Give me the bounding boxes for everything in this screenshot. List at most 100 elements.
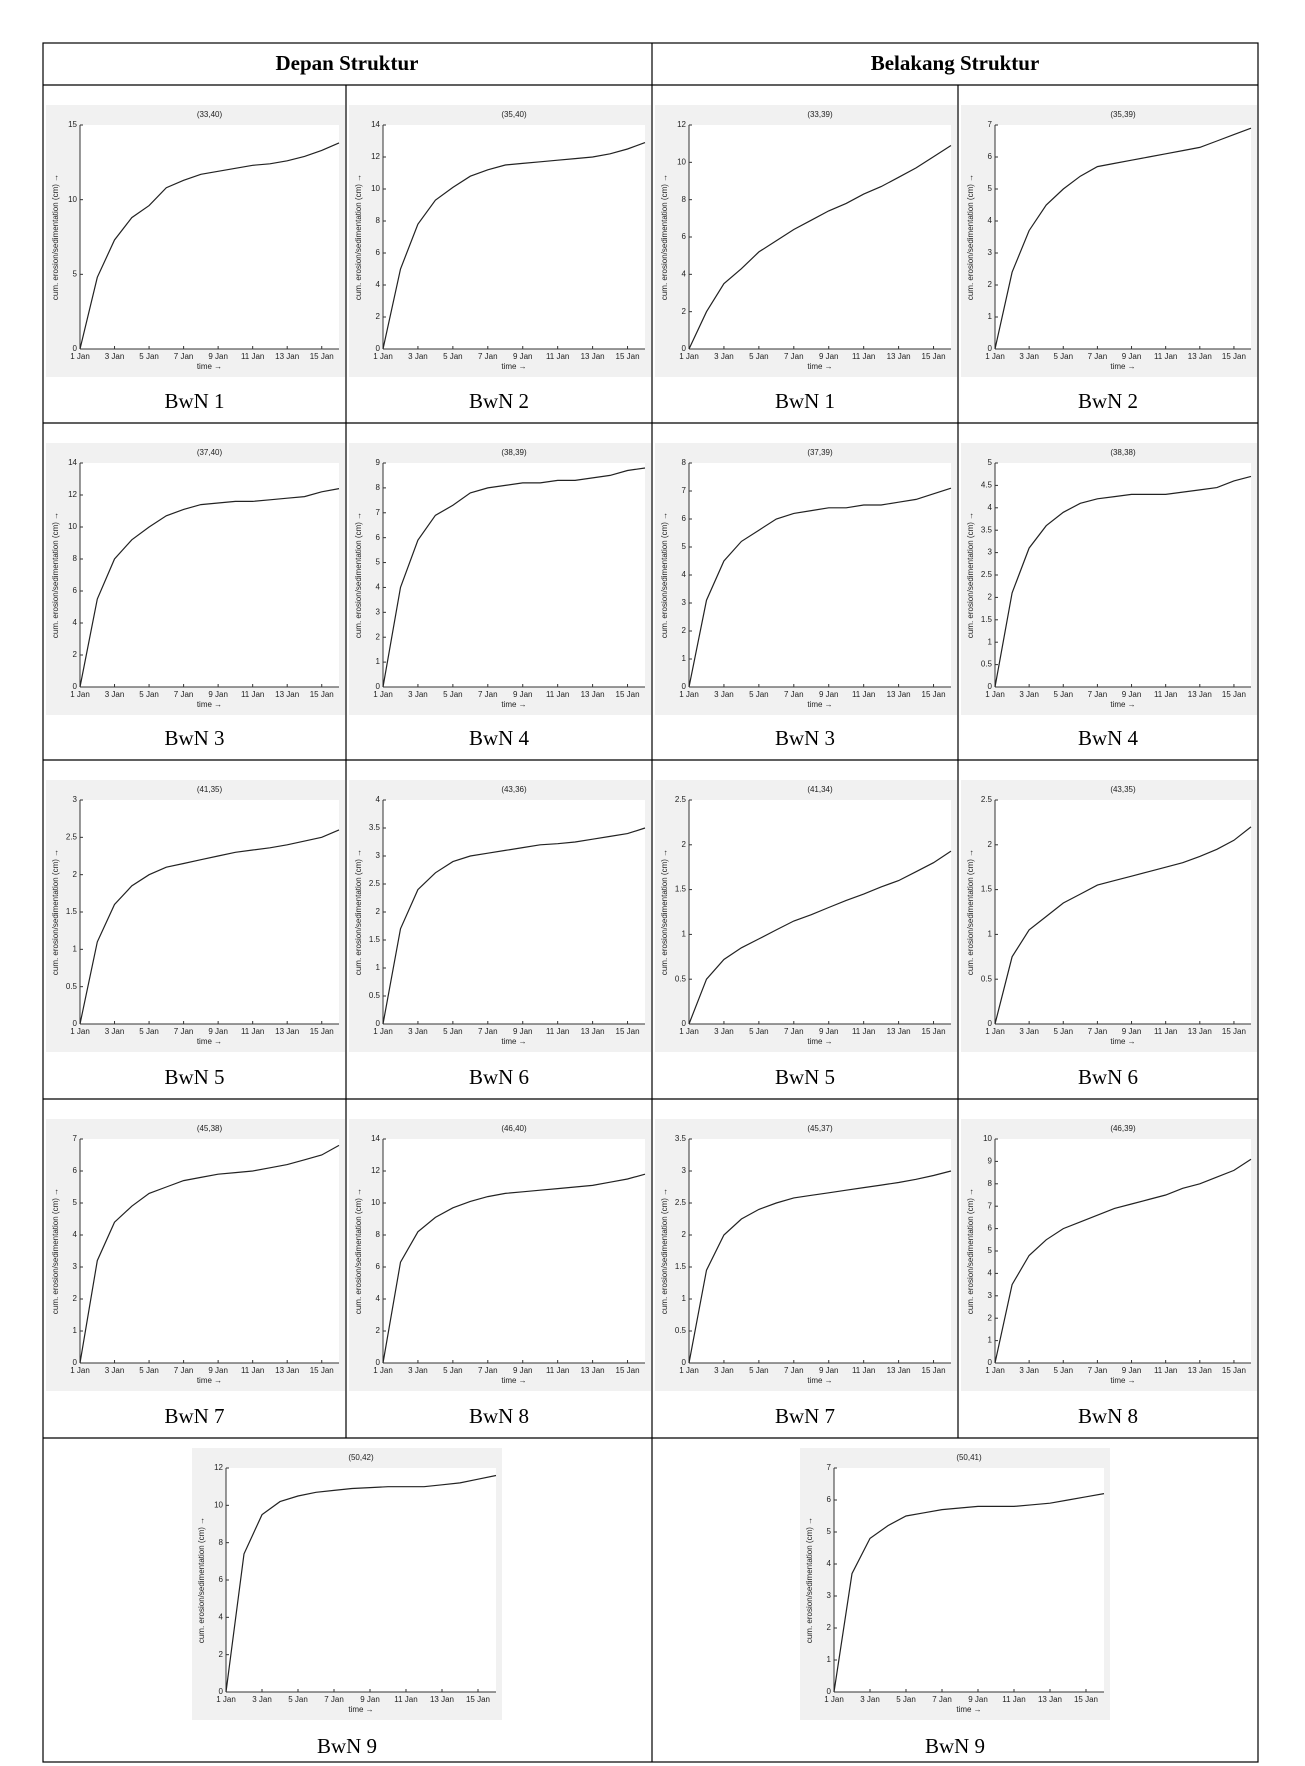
x-tick-label: 15 Jan bbox=[1222, 1366, 1246, 1375]
x-tick-label: 11 Jan bbox=[1154, 352, 1177, 361]
x-tick-label: 11 Jan bbox=[1154, 690, 1177, 699]
x-axis-label: time → bbox=[197, 700, 222, 709]
x-tick-label: 9 Jan bbox=[360, 1695, 380, 1704]
y-axis-label: cum. erosion/sedimentation (cm) → bbox=[660, 849, 669, 975]
chart-caption: BwN 7 bbox=[164, 1404, 224, 1428]
data-line bbox=[79, 829, 340, 1025]
y-tick-label: 2 bbox=[73, 1294, 78, 1303]
x-tick-label: 13 Jan bbox=[1188, 352, 1212, 361]
x-tick-label: 7 Jan bbox=[174, 1366, 194, 1375]
y-tick-label: 3 bbox=[682, 598, 687, 607]
y-tick-label: 2 bbox=[682, 626, 687, 635]
y-tick-label: 0.5 bbox=[675, 974, 687, 983]
y-tick-label: 5 bbox=[827, 1527, 832, 1536]
y-tick-label: 1 bbox=[988, 930, 993, 939]
x-tick-label: 5 Jan bbox=[749, 1027, 769, 1036]
data-line bbox=[79, 1144, 340, 1364]
x-tick-label: 1 Jan bbox=[679, 352, 699, 361]
x-tick-label: 13 Jan bbox=[275, 352, 299, 361]
y-tick-label: 10 bbox=[371, 1198, 380, 1207]
y-axis-label: cum. erosion/sedimentation (cm) → bbox=[354, 512, 363, 638]
x-tick-label: 11 Jan bbox=[241, 1366, 264, 1375]
x-axis-label: time → bbox=[197, 362, 222, 371]
y-tick-label: 6 bbox=[73, 1166, 78, 1175]
y-tick-label: 12 bbox=[68, 490, 77, 499]
x-tick-label: 11 Jan bbox=[852, 352, 875, 361]
x-tick-label: 5 Jan bbox=[1053, 690, 1073, 699]
x-tick-label: 3 Jan bbox=[408, 352, 428, 361]
x-tick-label: 1 Jan bbox=[216, 1695, 236, 1704]
table-frame bbox=[42, 42, 1259, 1763]
y-axis-label: cum. erosion/sedimentation (cm) → bbox=[966, 1188, 975, 1314]
x-tick-label: 13 Jan bbox=[887, 352, 911, 361]
y-tick-label: 10 bbox=[214, 1500, 223, 1509]
data-line bbox=[688, 144, 952, 350]
plot-area bbox=[80, 800, 339, 1024]
x-axis-label: time → bbox=[348, 1705, 373, 1714]
x-tick-label: 13 Jan bbox=[1038, 1695, 1062, 1704]
x-tick-label: 1 Jan bbox=[70, 352, 90, 361]
x-tick-label: 7 Jan bbox=[174, 352, 194, 361]
y-tick-label: 7 bbox=[988, 1201, 993, 1210]
x-tick-label: 3 Jan bbox=[105, 352, 125, 361]
y-tick-label: 14 bbox=[371, 1134, 380, 1143]
y-tick-label: 0 bbox=[682, 1019, 687, 1028]
column-header: Belakang Struktur bbox=[871, 51, 1040, 75]
y-tick-label: 0.5 bbox=[981, 974, 993, 983]
y-tick-label: 1.5 bbox=[981, 615, 993, 624]
y-tick-label: 6 bbox=[682, 232, 687, 241]
plot-area bbox=[383, 125, 645, 349]
chart-title: (50,41) bbox=[956, 1453, 982, 1462]
y-tick-label: 7 bbox=[988, 120, 993, 129]
data-line bbox=[994, 826, 1252, 1025]
y-tick-label: 9 bbox=[376, 458, 381, 467]
y-tick-label: 6 bbox=[827, 1495, 832, 1504]
x-tick-label: 13 Jan bbox=[581, 1027, 605, 1036]
y-tick-label: 0.5 bbox=[981, 660, 993, 669]
x-tick-label: 1 Jan bbox=[679, 1366, 699, 1375]
x-tick-label: 7 Jan bbox=[1088, 1027, 1108, 1036]
y-tick-label: 8 bbox=[219, 1538, 224, 1547]
y-tick-label: 1 bbox=[73, 1326, 78, 1335]
y-tick-label: 0.5 bbox=[675, 1326, 687, 1335]
y-tick-label: 0 bbox=[988, 1358, 993, 1367]
plot-area bbox=[995, 463, 1251, 687]
chart-title: (38,38) bbox=[1110, 448, 1136, 457]
chart-title: (46,40) bbox=[501, 1124, 527, 1133]
data-line bbox=[382, 827, 646, 1025]
x-tick-label: 15 Jan bbox=[1222, 352, 1246, 361]
x-tick-label: 3 Jan bbox=[105, 690, 125, 699]
y-tick-label: 5 bbox=[988, 184, 993, 193]
x-tick-label: 5 Jan bbox=[139, 1366, 159, 1375]
chart-caption: BwN 9 bbox=[317, 1734, 377, 1758]
x-tick-label: 13 Jan bbox=[887, 690, 911, 699]
x-tick-label: 7 Jan bbox=[174, 1027, 194, 1036]
x-tick-label: 11 Jan bbox=[241, 690, 264, 699]
y-tick-label: 1 bbox=[988, 1336, 993, 1345]
x-tick-label: 13 Jan bbox=[1188, 1027, 1212, 1036]
y-axis-label: cum. erosion/sedimentation (cm) → bbox=[51, 174, 60, 300]
x-tick-label: 5 Jan bbox=[749, 690, 769, 699]
x-tick-label: 5 Jan bbox=[749, 352, 769, 361]
y-tick-label: 6 bbox=[376, 533, 381, 542]
y-tick-label: 6 bbox=[219, 1575, 224, 1584]
y-tick-label: 4 bbox=[988, 503, 993, 512]
y-tick-label: 2 bbox=[682, 307, 687, 316]
data-line bbox=[382, 1173, 646, 1364]
chart-caption: BwN 1 bbox=[164, 389, 224, 413]
plot-area bbox=[383, 1139, 645, 1363]
x-tick-label: 3 Jan bbox=[408, 1366, 428, 1375]
chart-title: (38,39) bbox=[501, 448, 527, 457]
y-tick-label: 2 bbox=[988, 840, 993, 849]
y-tick-label: 4.5 bbox=[981, 481, 993, 490]
chart-title: (45,38) bbox=[197, 1124, 223, 1133]
chart-title: (50,42) bbox=[348, 1453, 374, 1462]
x-tick-label: 9 Jan bbox=[513, 352, 533, 361]
x-axis-label: time → bbox=[197, 1037, 222, 1046]
y-tick-label: 0 bbox=[682, 1358, 687, 1367]
plot-area bbox=[834, 1468, 1104, 1692]
y-tick-label: 2.5 bbox=[981, 795, 993, 804]
y-tick-label: 4 bbox=[988, 216, 993, 225]
x-tick-label: 15 Jan bbox=[310, 1027, 334, 1036]
